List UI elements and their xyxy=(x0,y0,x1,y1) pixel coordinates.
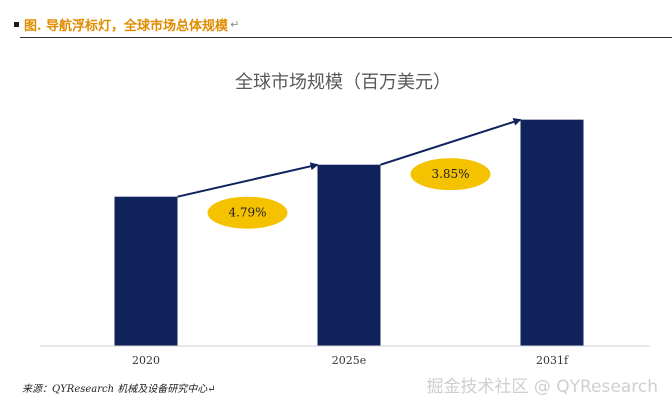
x-tick-label: 2031f xyxy=(536,354,569,367)
bar-chart: 全球市场规模（百万美元） 2020 2025e 2031f 4.79% 3.85% xyxy=(40,72,650,367)
header-rule xyxy=(20,37,672,38)
cagr-label: 4.79% xyxy=(228,206,266,220)
chart-title: 全球市场规模（百万美元） xyxy=(235,72,451,93)
cagr-ellipse xyxy=(207,196,288,229)
return-mark-icon: ↵ xyxy=(230,17,240,31)
figure-title: 图. 导航浮标灯，全球市场总体规模 xyxy=(24,18,229,34)
bar-2025e xyxy=(317,164,381,346)
growth-arrow xyxy=(380,118,522,166)
cagr-ellipse xyxy=(410,158,491,191)
bullet-square-icon xyxy=(14,21,19,27)
source-note: 来源：QYResearch 机械及设备研究中心↵ xyxy=(22,384,216,395)
bar-2031f xyxy=(520,119,584,346)
x-tick-label: 2020 xyxy=(132,354,160,367)
watermark: 掘金技术社区 @ QYResearch xyxy=(426,377,658,397)
x-tick-label: 2025e xyxy=(332,354,367,367)
bar-2020 xyxy=(114,196,178,346)
cagr-label: 3.85% xyxy=(431,167,469,181)
growth-arrow xyxy=(177,162,319,198)
figure-header: 图. 导航浮标灯，全球市场总体规模 ↵ xyxy=(14,14,239,34)
